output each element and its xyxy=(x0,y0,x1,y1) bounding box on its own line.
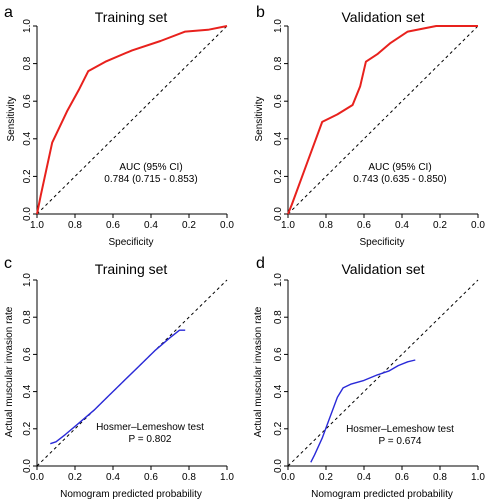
panel-letter: b xyxy=(256,4,265,21)
auc-label: AUC (95% CI) xyxy=(119,162,182,173)
y-axis-label: Actual muscular invasion rate xyxy=(4,306,15,437)
y-tick-label: 0.8 xyxy=(273,56,284,70)
x-tick-label: 0.4 xyxy=(395,220,409,231)
y-axis-label: Actual muscular invasion rate xyxy=(253,306,264,437)
y-tick-label: 0.4 xyxy=(22,384,33,398)
y-tick-label: 1.0 xyxy=(273,273,284,287)
y-tick-label: 0.6 xyxy=(22,347,33,361)
x-tick-label: 0.6 xyxy=(395,472,409,483)
x-tick-label: 0.6 xyxy=(144,472,158,483)
auc-value: 0.743 (0.635 - 0.850) xyxy=(353,174,446,185)
panel-letter: d xyxy=(256,255,265,272)
y-tick-label: 0.0 xyxy=(22,207,33,221)
x-tick-label: 0.4 xyxy=(144,220,158,231)
x-tick-label: 0.6 xyxy=(357,220,371,231)
plot-area xyxy=(36,279,228,467)
plot-area xyxy=(287,279,479,467)
x-tick-label: 0.2 xyxy=(68,472,82,483)
x-tick-label: 0.2 xyxy=(182,220,196,231)
x-tick-label: 0.0 xyxy=(471,220,485,231)
x-axis-label: Specificity xyxy=(108,237,153,248)
x-axis-label: Specificity xyxy=(359,237,404,248)
x-tick-label: 1.0 xyxy=(30,220,44,231)
axis-ticks: 1.0 0.8 0.6 0.4 0.2 0.0 0.0 0.2 0.4 0.6 0.8 1.0 xyxy=(22,19,234,231)
x-tick-label: 0.6 xyxy=(106,220,120,231)
y-tick-label: 0.2 xyxy=(273,169,284,183)
x-tick-label: 0.8 xyxy=(433,472,447,483)
panel-letter: c xyxy=(4,255,12,272)
panel-c: c Training set Actual muscular invasion … xyxy=(4,255,234,500)
panel-title: Validation set xyxy=(341,9,424,25)
x-tick-label: 0.2 xyxy=(319,472,333,483)
axis-ticks: 0.0 0.2 0.4 0.6 0.8 1.0 0.0 0.2 0.4 0.6 0.8 1.0 xyxy=(273,273,485,483)
x-tick-label: 0.0 xyxy=(30,472,44,483)
x-tick-label: 0.0 xyxy=(281,472,295,483)
y-tick-label: 1.0 xyxy=(22,19,33,33)
panel-title: Validation set xyxy=(341,261,424,277)
hl-test-label: Hosmer–Lemeshow test xyxy=(96,422,204,433)
x-tick-label: 0.8 xyxy=(182,472,196,483)
hl-test-label: Hosmer–Lemeshow test xyxy=(346,424,454,435)
x-tick-label: 1.0 xyxy=(220,472,234,483)
x-tick-label: 0.8 xyxy=(68,220,82,231)
y-tick-label: 0.6 xyxy=(22,94,33,108)
y-tick-label: 0.0 xyxy=(273,207,284,221)
y-tick-label: 1.0 xyxy=(273,19,284,33)
x-axis-label: Nomogram predicted probability xyxy=(60,489,202,500)
auc-label: AUC (95% CI) xyxy=(368,162,431,173)
panel-title: Training set xyxy=(95,261,168,277)
calibration-curve xyxy=(310,359,416,463)
y-tick-label: 0.4 xyxy=(22,131,33,145)
x-tick-label: 1.0 xyxy=(281,220,295,231)
x-tick-label: 1.0 xyxy=(471,472,485,483)
x-tick-label: 0.4 xyxy=(357,472,371,483)
y-tick-label: 0.6 xyxy=(273,94,284,108)
y-tick-label: 0.8 xyxy=(22,56,33,70)
y-tick-label: 0.4 xyxy=(273,131,284,145)
plot-area xyxy=(287,25,479,215)
panel-title: Training set xyxy=(95,9,168,25)
axis-ticks: 1.0 0.8 0.6 0.4 0.2 0.0 0.0 0.2 0.4 0.6 0.8 1.0 xyxy=(273,19,485,231)
x-tick-label: 0.0 xyxy=(220,220,234,231)
y-axis-label: Sensitivity xyxy=(6,96,17,141)
roc-curve xyxy=(36,25,228,215)
y-tick-label: 0.2 xyxy=(273,421,284,435)
auc-value: 0.784 (0.715 - 0.853) xyxy=(104,174,197,185)
panel-b: b Validation set Sensitivity Specificity… xyxy=(254,4,485,248)
roc-curve xyxy=(287,25,478,215)
y-tick-label: 0.4 xyxy=(273,384,284,398)
y-tick-label: 0.2 xyxy=(22,169,33,183)
x-tick-label: 0.2 xyxy=(433,220,447,231)
x-axis-label: Nomogram predicted probability xyxy=(311,489,453,500)
panel-a: a Training set Sensitivity Specificity A… xyxy=(4,4,234,248)
reference-diagonal xyxy=(287,25,479,215)
y-tick-label: 0.0 xyxy=(22,459,33,473)
hl-p-value: P = 0.802 xyxy=(129,434,172,445)
x-tick-label: 0.4 xyxy=(106,472,120,483)
panel-d: d Validation set Actual muscular invasio… xyxy=(253,255,485,500)
y-tick-label: 1.0 xyxy=(22,273,33,287)
y-tick-label: 0.8 xyxy=(273,310,284,324)
reference-diagonal xyxy=(36,25,228,215)
y-axis-label: Sensitivity xyxy=(254,96,265,141)
y-tick-label: 0.0 xyxy=(273,459,284,473)
calibration-curve xyxy=(50,329,186,445)
axis-ticks: 0.0 0.2 0.4 0.6 0.8 1.0 0.0 0.2 0.4 0.6 0.8 1.0 xyxy=(22,273,234,483)
y-tick-label: 0.8 xyxy=(22,310,33,324)
y-tick-label: 0.2 xyxy=(22,421,33,435)
panel-letter: a xyxy=(4,4,13,21)
y-tick-label: 0.6 xyxy=(273,347,284,361)
plot-area xyxy=(36,25,228,215)
hl-p-value: P = 0.674 xyxy=(379,436,422,447)
x-tick-label: 0.8 xyxy=(319,220,333,231)
